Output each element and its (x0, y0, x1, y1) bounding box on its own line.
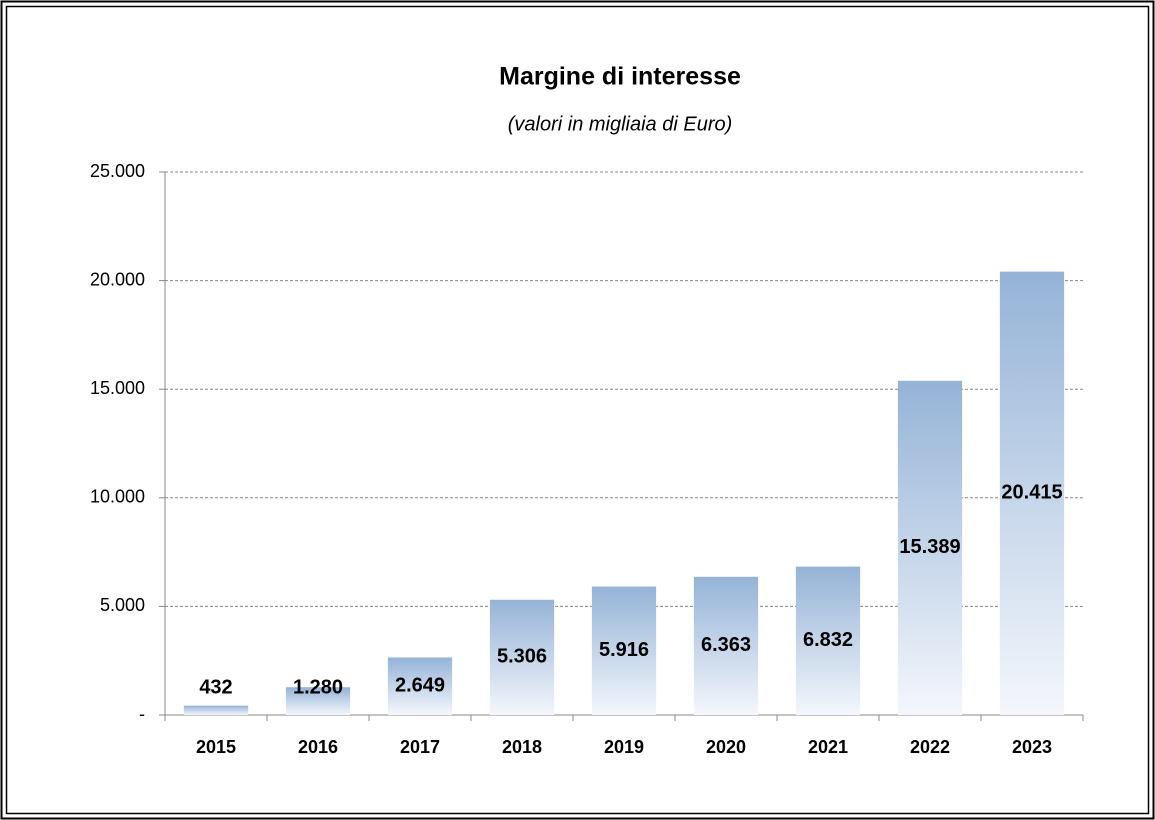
bar (387, 657, 453, 715)
x-tick-label: 2020 (706, 737, 746, 757)
x-tick-label: 2016 (298, 737, 338, 757)
x-tick-label: 2022 (910, 737, 950, 757)
data-label: 5.916 (599, 639, 649, 661)
data-label: 5.306 (497, 646, 547, 668)
y-tick-label: 15.000 (90, 378, 145, 398)
bar (795, 566, 861, 715)
data-label: 2.649 (395, 675, 445, 697)
x-tick-label: 2015 (196, 737, 236, 757)
x-tick-label: 2017 (400, 737, 440, 757)
chart-title: Margine di interesse (499, 63, 741, 91)
data-label: 432 (199, 676, 232, 698)
data-label: 6.832 (803, 629, 853, 651)
y-tick-label: 25.000 (90, 161, 145, 181)
inner-frame (5, 5, 1150, 815)
x-tick-label: 2023 (1012, 737, 1052, 757)
data-label: 6.363 (701, 634, 751, 656)
bar (489, 599, 555, 715)
bar (999, 271, 1065, 715)
x-tick-label: 2021 (808, 737, 848, 757)
bar (591, 586, 657, 715)
bar (285, 687, 351, 715)
bar (693, 576, 759, 715)
data-label: 1.280 (293, 676, 343, 698)
y-tick-label: 5.000 (100, 595, 145, 615)
bar (897, 380, 963, 715)
y-tick-label: 20.000 (90, 269, 145, 289)
bar (183, 705, 249, 715)
data-label: 20.415 (1001, 482, 1062, 504)
x-tick-label: 2019 (604, 737, 644, 757)
y-tick-label: - (139, 704, 145, 724)
y-tick-label: 10.000 (90, 487, 145, 507)
data-label: 15.389 (899, 536, 960, 558)
chart-subtitle: (valori in migliaia di Euro) (508, 113, 733, 135)
x-tick-label: 2018 (502, 737, 542, 757)
